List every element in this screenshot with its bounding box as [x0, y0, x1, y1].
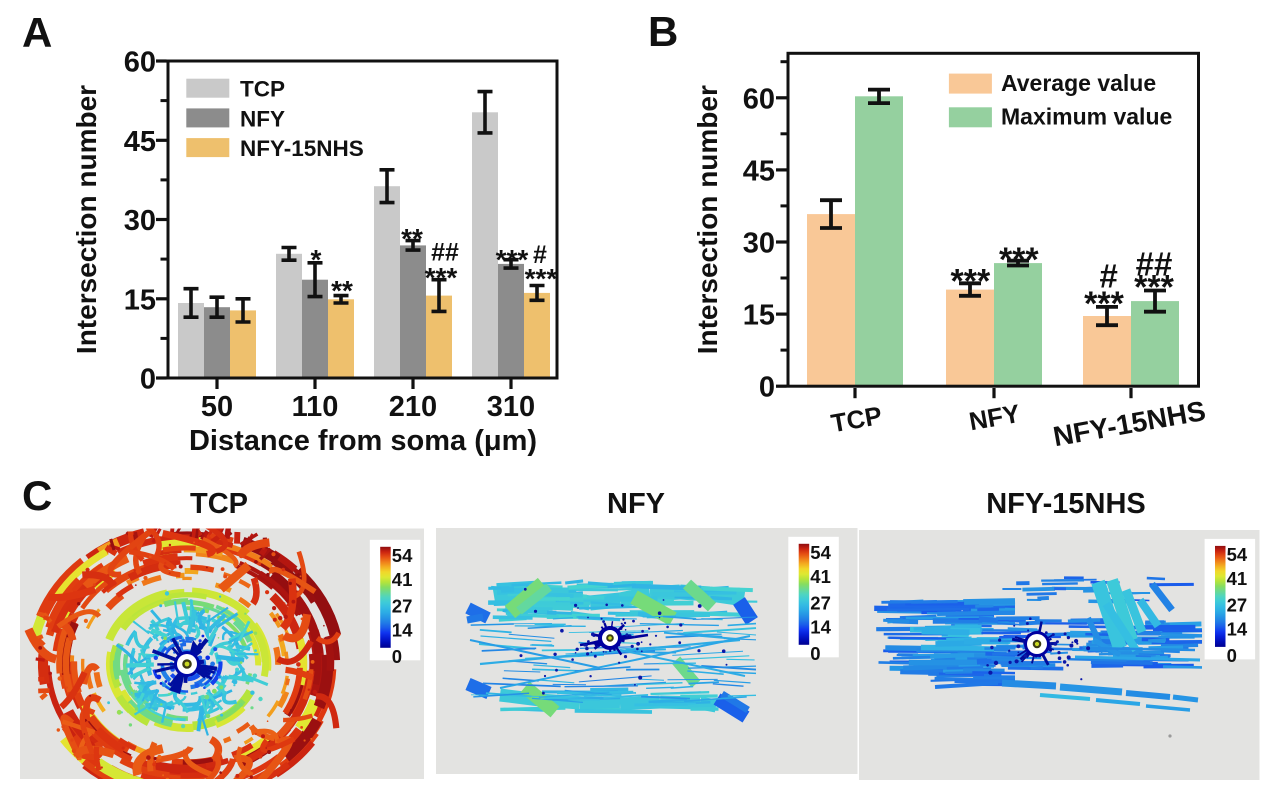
svg-text:A: A [22, 9, 52, 56]
svg-text:##: ## [1136, 246, 1173, 283]
svg-text:0: 0 [759, 372, 775, 404]
svg-text:B: B [648, 8, 678, 55]
svg-text:TCP: TCP [829, 402, 884, 438]
svg-text:14: 14 [392, 620, 413, 641]
svg-text:27: 27 [1227, 594, 1248, 615]
svg-text:***: *** [425, 262, 458, 293]
svg-text:0: 0 [1227, 645, 1237, 666]
svg-text:C: C [22, 472, 52, 519]
svg-text:***: *** [951, 263, 991, 301]
svg-text:0: 0 [392, 646, 402, 667]
svg-text:50: 50 [201, 391, 233, 423]
svg-text:***: *** [496, 244, 529, 275]
svg-text:0: 0 [810, 643, 820, 664]
svg-text:Intersection number: Intersection number [71, 85, 102, 354]
svg-text:27: 27 [392, 595, 413, 616]
svg-text:41: 41 [1227, 568, 1248, 589]
svg-text:15: 15 [124, 284, 156, 316]
svg-text:45: 45 [743, 155, 775, 187]
svg-text:45: 45 [124, 126, 156, 158]
svg-text:TCP: TCP [190, 488, 248, 520]
svg-text:54: 54 [810, 542, 831, 563]
svg-text:14: 14 [1227, 619, 1248, 640]
svg-text:NFY-15NHS: NFY-15NHS [240, 136, 364, 161]
svg-text:Intersection number: Intersection number [692, 85, 723, 354]
svg-text:***: *** [1134, 268, 1174, 306]
svg-text:Maximum value: Maximum value [1001, 104, 1172, 130]
svg-text:***: *** [525, 263, 558, 294]
svg-text:15: 15 [743, 300, 775, 332]
svg-text:41: 41 [810, 566, 831, 587]
svg-text:*: * [311, 244, 322, 275]
svg-text:Distance from soma (μm): Distance from soma (μm) [189, 425, 537, 457]
svg-text:310: 310 [487, 391, 535, 423]
svg-text:**: ** [401, 223, 423, 254]
svg-text:54: 54 [1227, 544, 1248, 565]
svg-text:NFY: NFY [607, 488, 665, 520]
svg-text:***: *** [1084, 285, 1124, 323]
svg-text:54: 54 [392, 545, 413, 566]
svg-text:27: 27 [810, 592, 831, 613]
svg-text:NFY-15NHS: NFY-15NHS [1051, 395, 1208, 452]
svg-text:Average value: Average value [1001, 70, 1156, 96]
svg-text:41: 41 [392, 569, 413, 590]
svg-text:60: 60 [124, 47, 156, 79]
svg-text:NFY-15NHS: NFY-15NHS [986, 488, 1146, 520]
svg-text:**: ** [331, 275, 353, 306]
svg-text:30: 30 [124, 205, 156, 237]
svg-text:110: 110 [292, 391, 339, 423]
svg-text:***: *** [999, 241, 1039, 279]
svg-text:NFY: NFY [967, 400, 1022, 436]
svg-text:60: 60 [743, 83, 775, 115]
svg-text:14: 14 [810, 617, 831, 638]
svg-text:30: 30 [743, 228, 775, 260]
svg-text:0: 0 [140, 364, 156, 396]
svg-text:##: ## [431, 239, 459, 267]
svg-text:TCP: TCP [240, 77, 285, 102]
svg-text:#: # [533, 241, 547, 269]
svg-text:210: 210 [389, 391, 437, 423]
svg-text:NFY: NFY [240, 106, 285, 131]
svg-text:#: # [1100, 257, 1118, 294]
